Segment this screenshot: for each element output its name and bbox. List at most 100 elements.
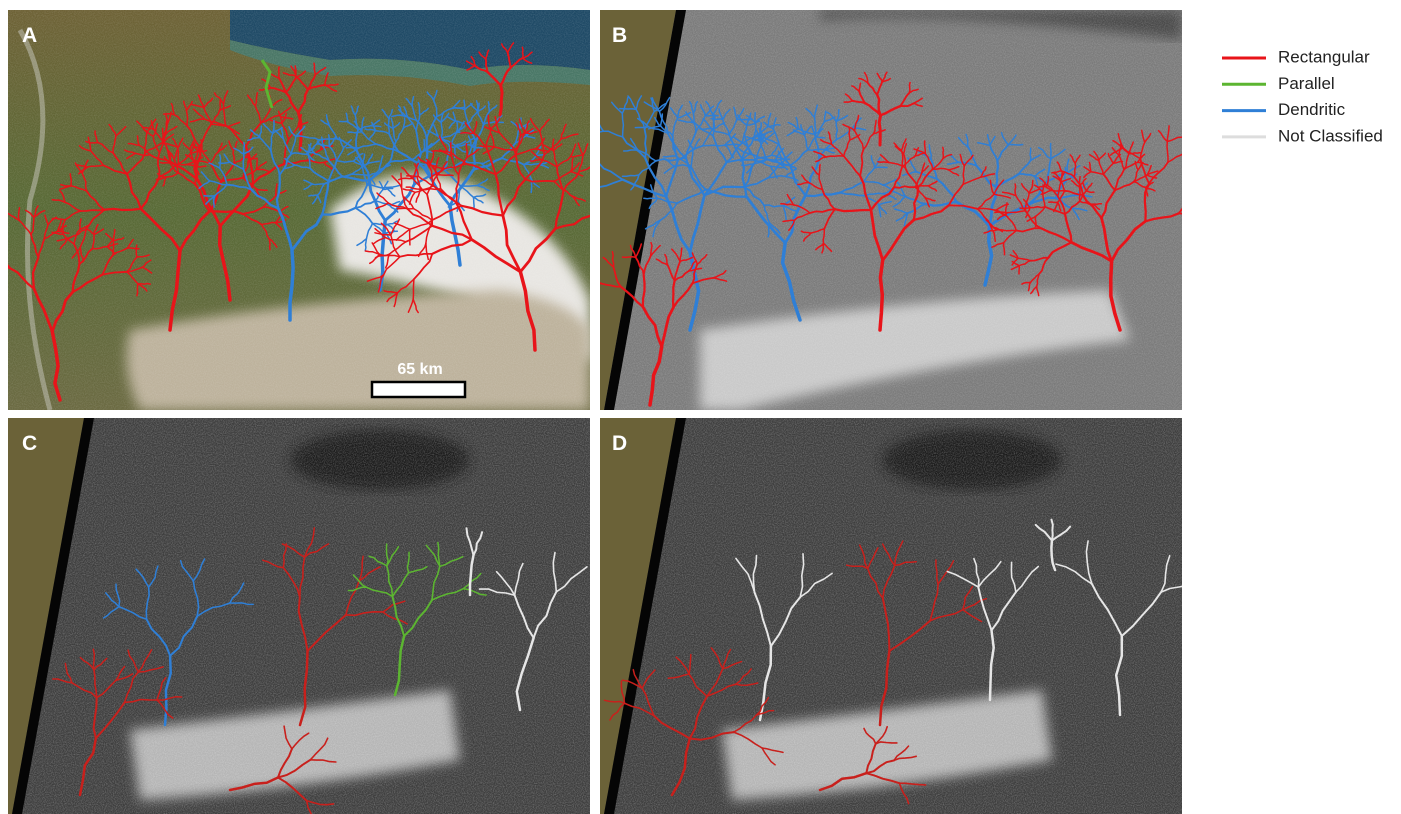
river: [256, 158, 257, 169]
river: [623, 257, 636, 258]
river: [329, 135, 330, 146]
river: [1202, 174, 1212, 179]
panel-d: [600, 418, 1197, 814]
river: [1198, 192, 1216, 196]
river: [703, 145, 725, 146]
river: [93, 649, 94, 670]
river: [243, 154, 244, 169]
river: [1185, 146, 1197, 153]
river: [1216, 224, 1218, 236]
river: [472, 147, 483, 148]
river: [1049, 202, 1058, 203]
river: [879, 115, 880, 145]
river: [1202, 167, 1203, 180]
panel-label: A: [22, 24, 37, 47]
legend-label: Rectangular: [1278, 47, 1370, 66]
river: [644, 198, 657, 199]
river: [137, 284, 138, 296]
river: [1052, 520, 1053, 541]
river: [1185, 140, 1186, 153]
river: [339, 121, 348, 122]
river: [178, 148, 179, 164]
river: [220, 155, 221, 168]
river: [480, 146, 494, 147]
river: [635, 127, 648, 128]
river: [909, 83, 910, 94]
river: [1216, 223, 1228, 224]
river: [1035, 216, 1036, 226]
river: [875, 167, 888, 168]
river: [816, 137, 825, 138]
river: [488, 102, 489, 112]
river: [1218, 199, 1224, 210]
river: [18, 208, 19, 221]
river: [819, 165, 820, 175]
river: [1030, 148, 1031, 160]
river: [1202, 210, 1218, 215]
figure: A B C D 65 km RectangularParallelDendrit…: [0, 0, 1401, 814]
river: [244, 143, 245, 154]
river: [346, 148, 358, 149]
panel-c: [8, 418, 590, 814]
river: [321, 139, 338, 140]
river: [1048, 177, 1049, 186]
river: [113, 240, 114, 255]
river: [397, 208, 413, 209]
river: [1216, 192, 1229, 195]
river: [591, 145, 599, 163]
river: [553, 139, 554, 150]
legend-label: Not Classified: [1278, 126, 1383, 145]
river: [220, 99, 221, 111]
river: [1020, 208, 1030, 209]
river: [424, 140, 425, 151]
legend: Rectangular Parallel Dendritic Not Classifi…: [1222, 47, 1383, 145]
panel-label: D: [612, 432, 627, 455]
river: [1065, 168, 1066, 182]
river: [1198, 180, 1202, 197]
river: [219, 162, 230, 163]
river: [1008, 145, 1022, 146]
river: [925, 141, 926, 154]
river: [591, 132, 594, 145]
river: [461, 133, 474, 134]
river: [943, 147, 944, 158]
river: [522, 47, 523, 58]
panel-label: C: [22, 432, 37, 455]
river: [1216, 185, 1227, 192]
river: [1202, 215, 1216, 224]
legend-label: Dendritic: [1278, 100, 1346, 119]
river: [438, 175, 453, 176]
river: [474, 197, 475, 208]
river: [590, 284, 602, 285]
legend-label: Parallel: [1278, 74, 1335, 93]
river: [1179, 213, 1202, 215]
river: [365, 239, 366, 251]
panel-label: B: [612, 24, 627, 47]
river: [1218, 210, 1230, 213]
river: [279, 67, 280, 78]
river: [590, 277, 602, 284]
panel-a: [0, 10, 640, 410]
river: [755, 113, 756, 123]
scale-bar: [372, 382, 465, 397]
river: [312, 184, 324, 185]
river: [711, 119, 723, 120]
river: [995, 212, 1007, 213]
river: [0, 228, 4, 237]
river: [161, 163, 170, 164]
river: [104, 209, 141, 210]
river: [464, 100, 465, 109]
river: [1185, 153, 1197, 158]
river: [127, 248, 138, 249]
river: [413, 279, 414, 299]
river: [1051, 144, 1052, 159]
river: [725, 144, 740, 145]
river: [401, 173, 402, 188]
river: [432, 151, 447, 152]
panel-b: [546, 10, 1230, 410]
river: [620, 109, 636, 110]
river: [451, 143, 452, 156]
river: [705, 115, 718, 116]
river: [1216, 224, 1226, 229]
river: [136, 245, 137, 257]
